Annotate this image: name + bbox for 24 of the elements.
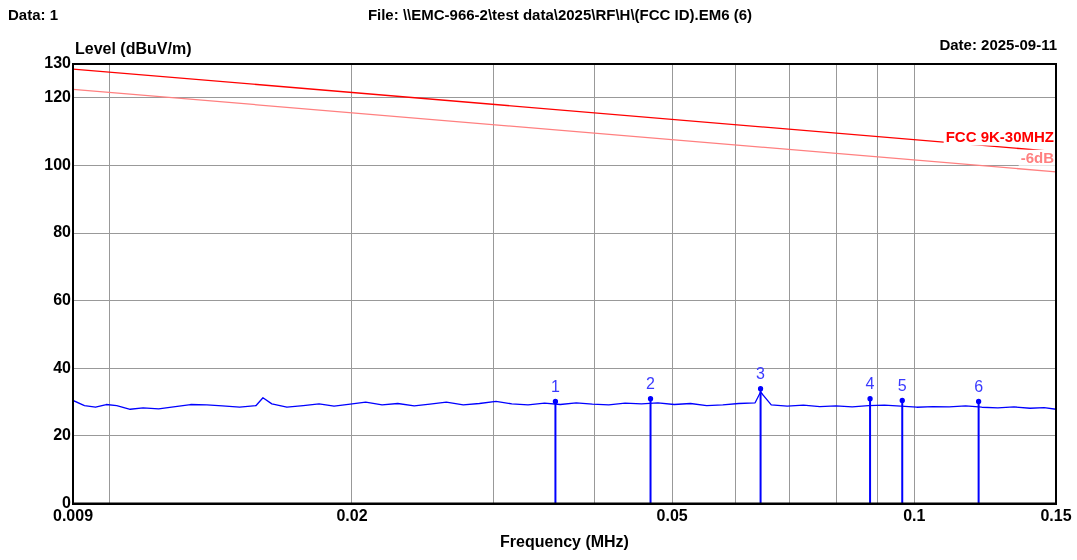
text: Date: 2025-09-11: [939, 36, 1057, 53]
series-label: -6dB: [1020, 148, 1055, 166]
x-tick-label: 0.1: [903, 506, 926, 524]
x-axis-title: Frequency (MHz): [500, 532, 629, 550]
series-label: FCC 9K-30MHZ: [945, 128, 1054, 146]
text: Data: 1: [8, 6, 59, 23]
y-tick-label: 130: [44, 54, 72, 72]
y-tick-label: 60: [53, 291, 72, 309]
y-tick-label: 40: [53, 358, 72, 376]
x-tick-label: 0.15: [1040, 506, 1072, 524]
text: File: \\EMC-966-2\test data\2025\RF\H\(FCC ID).EM6 (6): [367, 6, 753, 23]
x-tick-label: 0.02: [336, 506, 368, 524]
annotation: 5: [897, 376, 907, 394]
x-tick-label: 0.05: [656, 506, 688, 524]
y-tick-label: 100: [44, 155, 72, 173]
annotation: 1: [550, 377, 560, 395]
annotation: 6: [974, 377, 984, 395]
y-axis-title: Level (dBuV/m): [75, 40, 192, 58]
y-tick-label: 80: [53, 223, 72, 241]
annotation: 3: [756, 365, 766, 383]
y-tick-label: 120: [44, 88, 72, 106]
annotation: 4: [865, 375, 875, 393]
annotation: 2: [646, 375, 656, 393]
y-tick-label: 20: [53, 426, 72, 444]
